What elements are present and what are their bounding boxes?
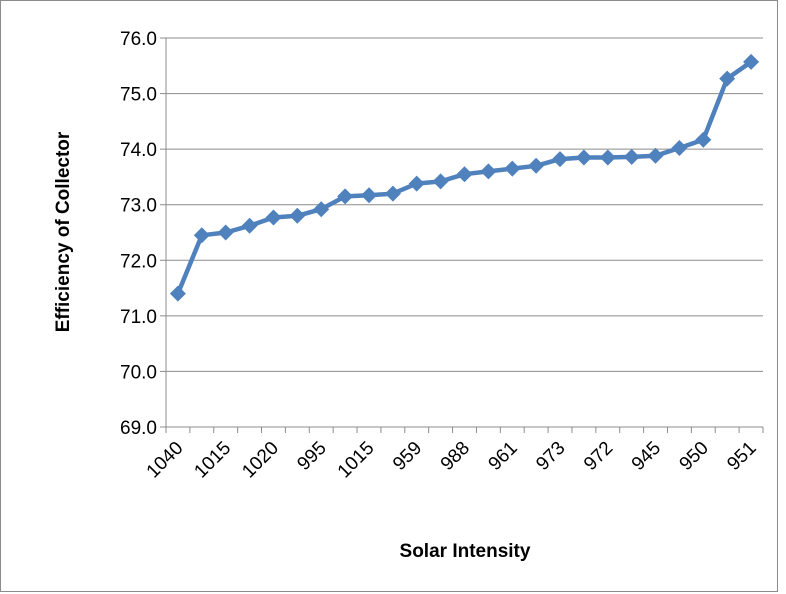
data-point xyxy=(504,160,521,177)
x-tick-label: 1015 xyxy=(190,438,235,483)
data-point xyxy=(193,227,210,244)
data-point xyxy=(169,285,186,302)
gridlines xyxy=(166,37,763,372)
axes xyxy=(160,37,764,433)
y-axis-title: Efficiency of Collector xyxy=(53,131,74,332)
x-tick-labels: 1040 1015 1020 995 1015 959 988 961 973 972 945 950… xyxy=(143,438,761,483)
x-tick-label: 973 xyxy=(532,438,569,475)
y-tick-label: 75.0 xyxy=(120,85,157,106)
x-tick-label: 1040 xyxy=(143,438,188,483)
data-point xyxy=(432,173,449,190)
x-tick-label: 972 xyxy=(580,438,617,475)
data-point xyxy=(265,209,282,226)
series-markers xyxy=(169,53,760,302)
y-tick-label: 69.0 xyxy=(120,418,157,439)
x-tick-label: 1015 xyxy=(334,438,379,483)
data-point xyxy=(408,175,425,192)
x-tick-label: 988 xyxy=(437,438,474,475)
data-point xyxy=(456,166,473,183)
data-point xyxy=(575,149,592,166)
data-point xyxy=(289,207,306,224)
data-point xyxy=(313,201,330,218)
x-tick-label: 959 xyxy=(389,438,426,475)
x-tick-label: 995 xyxy=(293,438,330,475)
y-tick-label: 76.0 xyxy=(120,29,157,50)
data-point xyxy=(480,163,497,180)
data-point xyxy=(695,131,712,148)
data-point xyxy=(528,157,545,174)
x-tick-label: 1020 xyxy=(238,438,283,483)
data-point xyxy=(384,185,401,202)
y-tick-label: 72.0 xyxy=(120,251,157,272)
data-point xyxy=(671,140,688,156)
y-tick-label: 73.0 xyxy=(120,196,157,217)
data-point xyxy=(241,217,258,234)
x-axis-title: Solar Intensity xyxy=(400,541,531,562)
data-point xyxy=(647,147,664,164)
data-point xyxy=(623,148,640,165)
x-tick-label: 945 xyxy=(628,438,665,475)
x-tick-label: 951 xyxy=(723,438,760,475)
y-tick-label: 71.0 xyxy=(120,307,157,328)
data-point xyxy=(599,149,616,166)
y-tick-labels: 69.0 70.0 71.0 72.0 73.0 74.0 75.0 76.0 xyxy=(120,29,157,439)
data-point xyxy=(552,151,568,168)
y-tick-label: 70.0 xyxy=(120,362,157,383)
data-point xyxy=(743,53,760,70)
x-tick-label: 961 xyxy=(485,438,522,475)
data-point xyxy=(361,187,377,204)
data-point xyxy=(337,188,354,205)
data-point xyxy=(217,224,234,241)
x-tick-label: 950 xyxy=(676,438,713,475)
y-tick-label: 74.0 xyxy=(120,140,157,161)
data-point xyxy=(719,70,736,87)
